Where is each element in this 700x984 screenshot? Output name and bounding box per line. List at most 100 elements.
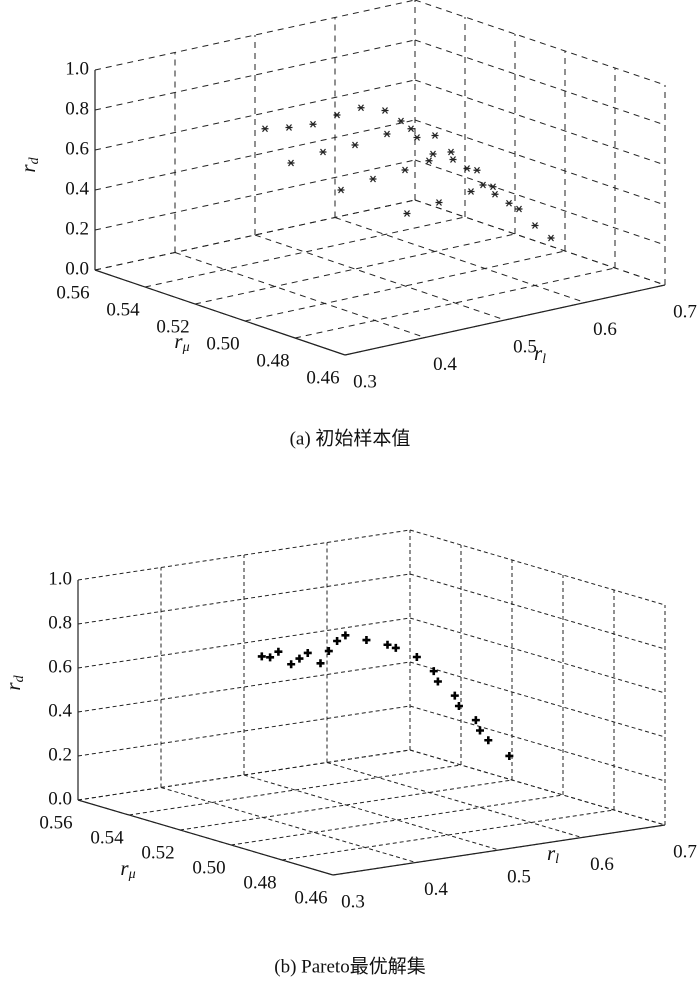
grid-line (414, 199, 666, 286)
axis-line (94, 269, 346, 356)
z-axis-label: rd (1, 674, 27, 690)
grid-line (334, 217, 586, 303)
data-point (515, 205, 523, 213)
axis-line (344, 284, 666, 356)
grid-line (144, 216, 466, 288)
grid-line (414, 79, 666, 166)
axis-label-base: r (547, 841, 556, 865)
x-tick-label: 0.4 (424, 879, 448, 900)
axis-label-sub: μ (128, 867, 136, 882)
data-point (407, 125, 415, 133)
data-point (324, 647, 333, 656)
data-point (309, 120, 317, 128)
data-point (429, 150, 437, 158)
grid-line (409, 749, 666, 826)
axis-label-sub: d (12, 674, 27, 682)
data-point (333, 637, 342, 645)
data-point (397, 117, 405, 125)
caption: (b) Pareto最优解集 (274, 955, 425, 977)
grid-line (409, 705, 666, 782)
z-tick-label: 0.8 (65, 98, 89, 119)
z-tick-label: 0.0 (65, 258, 89, 279)
y-axis-label: rμ (174, 329, 189, 355)
data-point (337, 186, 345, 194)
data-point (547, 234, 555, 242)
data-point (413, 134, 421, 141)
grid-line (409, 573, 666, 650)
x-tick-label: 0.3 (353, 371, 377, 392)
grid-line (414, 0, 666, 86)
data-point (257, 652, 266, 661)
y-tick-label: 0.46 (294, 887, 327, 908)
data-point (447, 148, 455, 156)
z-tick-label: 0.2 (65, 218, 89, 239)
data-point (351, 141, 359, 149)
x-tick-label: 0.6 (590, 854, 614, 875)
y-tick-label: 0.50 (192, 857, 225, 878)
x-tick-label: 0.5 (513, 336, 537, 357)
x-axis-label: rl (547, 841, 559, 867)
z-axis-label: rd (16, 156, 42, 172)
data-point (341, 631, 350, 640)
y-tick-label: 0.52 (141, 842, 174, 863)
axis-label-base: r (120, 856, 129, 880)
z-tick-label: 1.0 (48, 568, 72, 589)
y-tick-label: 0.54 (90, 827, 124, 848)
y-tick-label: 0.52 (156, 316, 189, 337)
data-point (391, 643, 400, 652)
grid-line (414, 39, 666, 126)
z-tick-label: 0.2 (48, 744, 72, 765)
z-tick-label: 0.6 (48, 656, 72, 677)
z-tick-label: 0.4 (48, 700, 72, 721)
data-point (484, 736, 493, 745)
data-point (303, 648, 312, 657)
caption: (a) 初始样本值 (290, 427, 411, 449)
grid-line (326, 762, 583, 838)
x-tick-label: 0.4 (433, 354, 457, 375)
z-tick-label: 1.0 (65, 58, 89, 79)
data-point (369, 175, 377, 183)
data-point (274, 647, 283, 656)
data-point (467, 188, 475, 195)
data-point (357, 104, 365, 112)
axis-label-base: r (174, 329, 183, 353)
x-tick-label: 0.7 (673, 301, 697, 322)
x-tick-label: 0.5 (507, 866, 531, 887)
data-point (449, 156, 457, 163)
grid-line (414, 119, 666, 206)
axis-label-sub: μ (182, 340, 190, 355)
grid-line (230, 794, 564, 846)
data-point (531, 222, 539, 229)
data-point (295, 654, 304, 663)
z-tick-label: 0.6 (65, 138, 89, 159)
data-point (450, 691, 459, 700)
x-axis-label: rl (534, 341, 546, 367)
grid-line (128, 764, 462, 816)
x-tick-label: 0.6 (593, 319, 617, 340)
data-point (401, 166, 409, 174)
data-point (383, 640, 392, 649)
y-tick-label: 0.48 (243, 872, 276, 893)
data-point (266, 653, 275, 662)
data-point (471, 716, 480, 725)
data-point (316, 659, 325, 668)
data-point (473, 166, 481, 174)
data-point (383, 130, 391, 138)
grid-line (409, 617, 666, 694)
data-point (476, 726, 484, 735)
data-point (285, 124, 293, 131)
data-point (261, 125, 269, 133)
data-point (431, 132, 439, 139)
data-point (333, 111, 341, 119)
z-tick-label: 0.0 (48, 788, 72, 809)
z-tick-label: 0.4 (65, 178, 89, 199)
y-tick-label: 0.46 (306, 367, 339, 388)
data-point (433, 677, 442, 686)
axis-label-base: r (534, 341, 543, 365)
axis-label-sub: l (555, 852, 559, 867)
grid-line (243, 774, 500, 851)
data-point (479, 181, 487, 189)
data-point (491, 190, 499, 198)
axis-line (77, 799, 334, 876)
x-tick-label: 0.7 (673, 841, 697, 862)
